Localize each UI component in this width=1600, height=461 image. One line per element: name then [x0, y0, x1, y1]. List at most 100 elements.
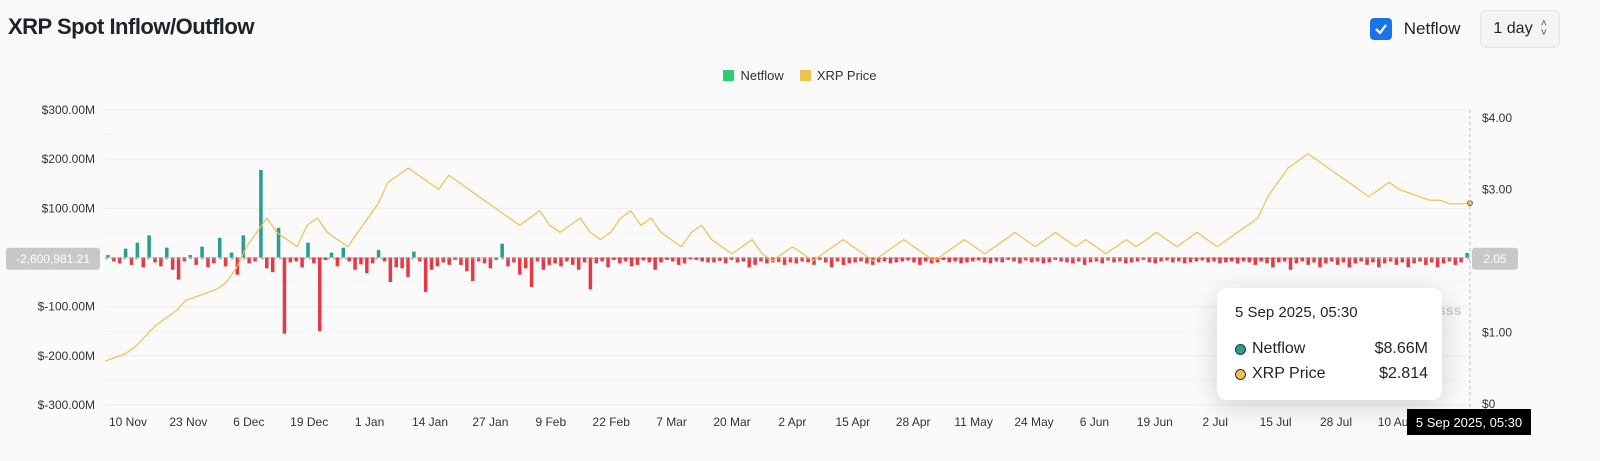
netflow-bar — [547, 257, 551, 265]
tooltip-netflow-value: $8.66M — [1374, 340, 1428, 357]
netflow-bar — [217, 237, 222, 258]
netflow-bar — [459, 257, 463, 265]
netflow-bar — [135, 242, 140, 258]
netflow-bar — [865, 257, 869, 264]
netflow-bar — [1135, 257, 1140, 262]
netflow-bar — [794, 257, 799, 264]
netflow-bar — [241, 235, 246, 258]
check-icon — [1374, 24, 1387, 35]
netflow-bar — [735, 257, 740, 263]
netflow-bar — [759, 257, 763, 262]
netflow-bar — [341, 247, 346, 258]
netflow-bar — [170, 257, 175, 270]
crosshair-x-label-bg — [1407, 409, 1531, 435]
netflow-bar — [1241, 257, 1246, 262]
legend-swatch-netflow — [723, 70, 735, 81]
netflow-bar — [129, 257, 134, 265]
chart-legend: Netflow XRP Price — [0, 68, 1600, 83]
netflow-bar — [1412, 257, 1416, 264]
legend-swatch-price — [799, 70, 811, 81]
x-tick-label: 9 Feb — [535, 415, 566, 429]
netflow-bar — [1194, 257, 1199, 262]
netflow-bar — [1447, 257, 1452, 262]
netflow-bar — [1188, 257, 1193, 263]
netflow-bar — [412, 251, 416, 258]
tooltip-dot-netflow — [1235, 343, 1246, 355]
netflow-bar — [971, 257, 975, 262]
netflow-bar — [559, 257, 563, 267]
netflow-bar — [1424, 257, 1428, 265]
netflow-bar — [335, 257, 340, 267]
x-tick-label: 2 Jul — [1203, 415, 1228, 429]
netflow-bar — [253, 257, 257, 262]
netflow-bar — [270, 257, 275, 273]
netflow-bar — [470, 257, 475, 282]
netflow-bar — [612, 257, 616, 260]
netflow-bar — [953, 257, 957, 262]
netflow-bar — [894, 257, 899, 263]
netflow-bar — [329, 252, 334, 258]
netflow-bar — [1394, 257, 1399, 265]
netflow-bar — [588, 257, 593, 290]
netflow-bar — [1335, 257, 1340, 265]
netflow-bar — [506, 257, 510, 267]
netflow-bar — [529, 257, 534, 287]
x-tick-label: 10 Aug — [1378, 415, 1415, 429]
netflow-bar — [965, 257, 969, 263]
netflow-bar — [194, 257, 198, 265]
netflow-bar — [1312, 257, 1316, 263]
netflow-bar — [835, 257, 840, 262]
netflow-bar — [800, 257, 804, 262]
x-tick-label: 19 Jun — [1137, 415, 1173, 429]
netflow-bar — [1041, 257, 1046, 264]
netflow-bar — [182, 257, 187, 262]
netflow-bar — [1324, 257, 1328, 264]
netflow-bar — [700, 257, 704, 262]
netflow-bar — [1288, 257, 1293, 270]
netflow-bar — [647, 257, 651, 263]
netflow-bar — [1182, 257, 1187, 264]
netflow-bar — [688, 257, 693, 260]
netflow-bar — [388, 257, 393, 283]
netflow-bar — [1418, 257, 1422, 262]
netflow-bar — [423, 257, 428, 292]
x-tick-label: 23 Nov — [169, 415, 207, 429]
y-left-tick-label: $200.00M — [42, 152, 95, 166]
netflow-bar — [476, 257, 481, 262]
netflow-bar — [1124, 257, 1128, 264]
netflow-bar — [912, 257, 916, 263]
netflow-bar — [247, 257, 251, 264]
interval-select[interactable]: 1 day ˄ ˅ — [1480, 10, 1560, 48]
netflow-bar — [1300, 257, 1305, 262]
netflow-bar — [1018, 257, 1022, 264]
netflow-bar — [482, 257, 487, 264]
netflow-bar — [1329, 257, 1334, 262]
netflow-bar — [947, 257, 952, 263]
x-tick-label: 24 May — [1014, 415, 1053, 429]
legend-item-price[interactable]: XRP Price — [799, 68, 877, 83]
netflow-bar — [1076, 257, 1081, 262]
netflow-bar — [741, 257, 746, 262]
x-tick-label: 2 Apr — [778, 415, 806, 429]
netflow-bar — [176, 257, 181, 280]
netflow-bar — [212, 257, 216, 264]
x-tick-label: 11 May — [954, 415, 992, 429]
netflow-bar — [429, 257, 434, 270]
tooltip-row-netflow: Netflow $8.66M — [1235, 340, 1428, 358]
netflow-bar — [1353, 257, 1358, 264]
netflow-bar — [223, 257, 228, 267]
netflow-bar — [576, 257, 581, 270]
netflow-bar — [829, 257, 834, 268]
netflow-bar — [776, 257, 781, 262]
netflow-bar — [671, 257, 675, 262]
netflow-checkbox-label: Netflow — [1403, 19, 1461, 38]
legend-item-netflow[interactable]: Netflow — [723, 68, 784, 83]
netflow-bar — [747, 257, 752, 268]
netflow-bar — [259, 169, 263, 258]
netflow-bar — [200, 246, 204, 258]
netflow-bar — [900, 257, 904, 262]
netflow-checkbox[interactable] — [1369, 18, 1392, 40]
netflow-bar — [117, 257, 122, 264]
netflow-bar — [888, 257, 893, 264]
